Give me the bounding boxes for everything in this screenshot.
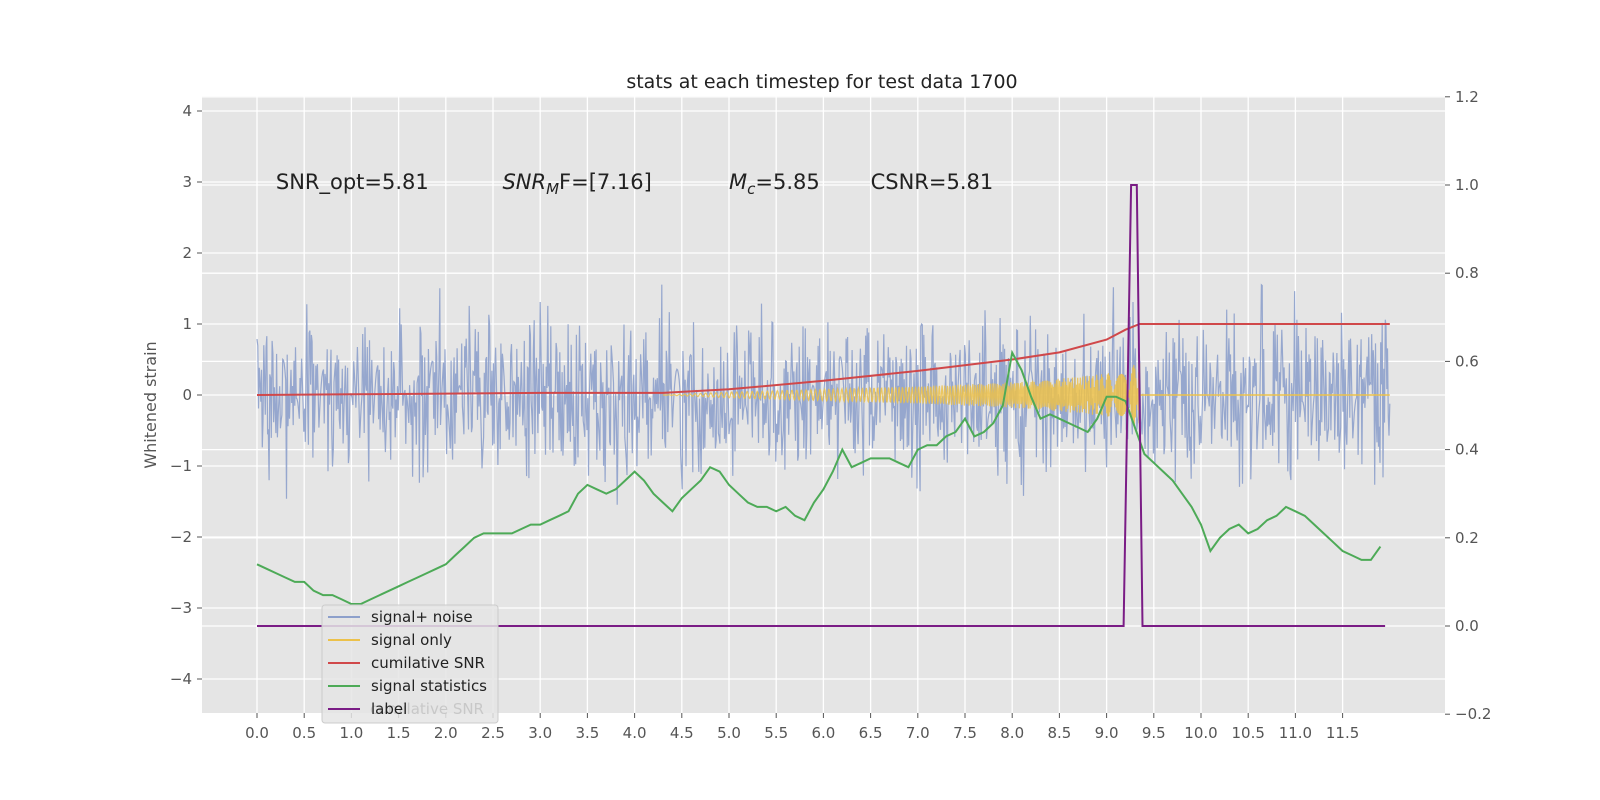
y-tick-label: −2 <box>170 528 192 546</box>
x-tick-label: 8.0 <box>1000 724 1024 742</box>
y-tick-label: 3 <box>182 173 192 191</box>
y2-tick-label: 1.0 <box>1455 176 1479 194</box>
y2-tick-label: 0.0 <box>1455 617 1479 635</box>
legend-label-signal-statistics: signal statistics <box>371 677 487 695</box>
x-tick-label: 2.5 <box>481 724 505 742</box>
x-tick-label: 6.0 <box>811 724 835 742</box>
x-tick-label: 6.5 <box>859 724 883 742</box>
y-tick-label: −3 <box>170 599 192 617</box>
y-axis-label: Whitened strain <box>141 341 160 468</box>
x-tick-label: 8.5 <box>1047 724 1071 742</box>
label-line <box>257 184 1386 627</box>
x-tick-label: 4.0 <box>623 724 647 742</box>
annotation-mc-rest: =5.85 <box>755 170 819 194</box>
series-label <box>257 184 1386 627</box>
x-tick-label: 11.5 <box>1326 724 1359 742</box>
y2-tick-label: 0.2 <box>1455 529 1479 547</box>
annotation-csnr: CSNR=5.81 <box>871 170 994 194</box>
x-tick-label: 1.0 <box>339 724 363 742</box>
legend-ghost-text: cumilative SNR <box>370 700 484 718</box>
x-tick-label: 11.0 <box>1279 724 1312 742</box>
annotation-mc-sub: c <box>747 180 756 198</box>
x-tick-label: 3.0 <box>528 724 552 742</box>
x-tick-label: 2.0 <box>434 724 458 742</box>
y-tick-label: −4 <box>170 670 192 688</box>
y2-tick-label: 1.2 <box>1455 88 1479 106</box>
legend-label-cumilative-snr: cumilative SNR <box>371 654 485 672</box>
annotation-snr-opt: SNR_opt=5.81 <box>276 170 429 195</box>
grid <box>202 96 1445 715</box>
legend-label-signal-plus-noise: signal+ noise <box>371 608 473 626</box>
series-cumilative-snr <box>256 323 1390 396</box>
x-tick-label: 0.0 <box>245 724 269 742</box>
x-tick-label: 9.5 <box>1142 724 1166 742</box>
signal-only-chirp <box>662 363 1141 425</box>
signal-statistics-line <box>256 349 1382 605</box>
x-tick-label: 10.0 <box>1184 724 1217 742</box>
x-tick-label: 7.0 <box>906 724 930 742</box>
y-tick-label: 4 <box>182 102 192 120</box>
legend-box <box>321 604 499 724</box>
y2-tick-label: 0.6 <box>1455 352 1479 370</box>
axis-ticks: 0.0 0.5 1.0 1.5 2.0 2.5 3.0 3.5 4.0 4.5 5.0 5.5 6.0 6… <box>170 88 1492 742</box>
legend-label-signal-only: signal only <box>371 631 452 649</box>
x-tick-label: 4.5 <box>670 724 694 742</box>
annotation-mc: Mc=5.85 <box>729 170 820 198</box>
x-tick-label: 7.5 <box>953 724 977 742</box>
y-tick-label: 2 <box>182 244 192 262</box>
legend-label-label: label <box>371 700 407 718</box>
annotation-snr-mf-rest: F=[7.16] <box>559 170 652 194</box>
x-tick-label: 5.0 <box>717 724 741 742</box>
cumilative-snr-line <box>256 323 1390 396</box>
annotation-mc-base: M <box>729 170 747 194</box>
chart-title: stats at each timestep for test data 170… <box>626 71 1017 93</box>
y2-tick-label: −0.2 <box>1455 705 1491 723</box>
y-tick-label: 1 <box>182 315 192 333</box>
x-tick-label: 10.5 <box>1231 724 1264 742</box>
series-signal-statistics <box>256 349 1382 605</box>
y-tick-label: −1 <box>170 457 192 475</box>
x-tick-label: 3.5 <box>575 724 599 742</box>
y2-tick-label: 0.8 <box>1455 264 1479 282</box>
series-signal-only <box>662 363 1390 425</box>
legend: cumilative SNR signal+ noise signal only… <box>321 604 499 724</box>
x-tick-label: 9.0 <box>1095 724 1119 742</box>
x-tick-label: 5.5 <box>764 724 788 742</box>
annotation-snr-mf-sub: M <box>546 180 559 198</box>
y-tick-label: 0 <box>182 386 192 404</box>
x-tick-label: 1.5 <box>387 724 411 742</box>
annotation-snr-mf-base: SNR <box>502 170 546 194</box>
y2-tick-label: 0.4 <box>1455 441 1479 459</box>
annotation-snr-mf: SNRMF=[7.16] <box>502 170 651 198</box>
x-tick-label: 0.5 <box>292 724 316 742</box>
